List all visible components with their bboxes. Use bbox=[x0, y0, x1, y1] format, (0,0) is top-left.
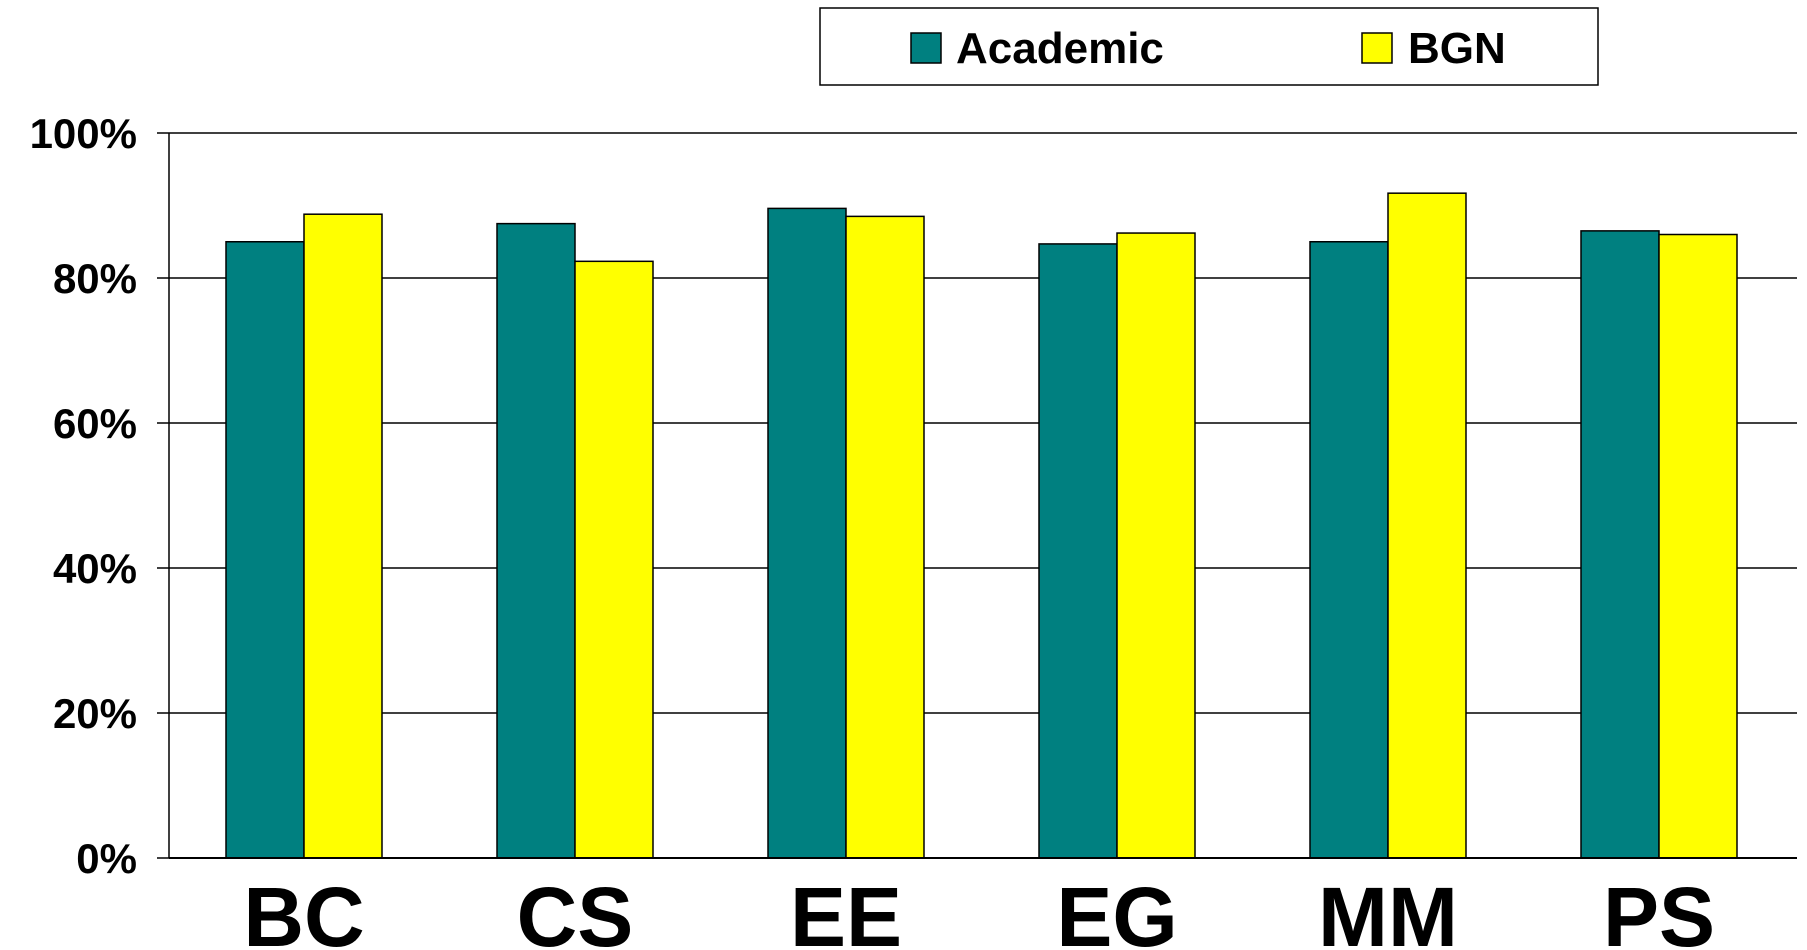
legend-swatch-academic bbox=[910, 32, 942, 64]
bar-academic-eg bbox=[1038, 243, 1118, 859]
y-axis: 0% 20% 40% 60% 80% 100% bbox=[30, 110, 170, 882]
legend-swatch-bgn bbox=[1361, 32, 1393, 64]
bar-academic-mm bbox=[1309, 241, 1389, 859]
legend-label-bgn: BGN bbox=[1408, 24, 1506, 73]
bar-academic-ps bbox=[1580, 230, 1660, 859]
bars bbox=[225, 192, 1738, 859]
y-tick-label: 80% bbox=[53, 255, 137, 302]
y-tick-label: 40% bbox=[53, 545, 137, 592]
y-tick-label: 60% bbox=[53, 400, 137, 447]
x-category-label: EE bbox=[790, 870, 902, 950]
bar-bgn-cs bbox=[574, 260, 654, 859]
bar-bgn-bc bbox=[303, 213, 383, 859]
legend: Academic BGN bbox=[819, 7, 1599, 86]
legend-box bbox=[819, 7, 1599, 86]
bar-academic-cs bbox=[496, 222, 576, 859]
x-category-label: BC bbox=[243, 870, 364, 950]
legend-label-academic: Academic bbox=[956, 24, 1164, 73]
x-category-label: PS bbox=[1603, 870, 1715, 950]
x-category-label: EG bbox=[1056, 870, 1177, 950]
gridlines bbox=[169, 132, 1797, 714]
bar-academic-bc bbox=[225, 241, 305, 859]
y-tick-label: 0% bbox=[76, 835, 137, 882]
y-tick-label: 20% bbox=[53, 690, 137, 737]
bar-bgn-mm bbox=[1387, 192, 1467, 859]
bar-academic-ee bbox=[767, 207, 847, 859]
bar-bgn-eg bbox=[1116, 232, 1196, 859]
x-category-label: CS bbox=[517, 870, 634, 950]
x-category-label: MM bbox=[1318, 870, 1458, 950]
bar-bgn-ps bbox=[1658, 233, 1738, 859]
bar-bgn-ee bbox=[845, 215, 925, 859]
y-tick-label: 100% bbox=[30, 110, 137, 157]
x-axis: BC CS EE EG MM PS bbox=[169, 857, 1797, 950]
